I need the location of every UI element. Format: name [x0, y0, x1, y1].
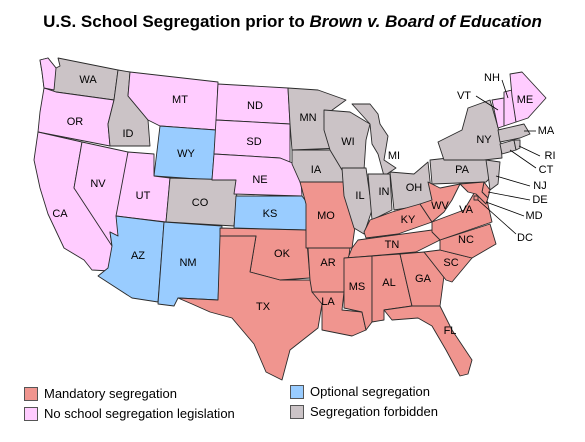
state-label-ne: NE	[252, 174, 267, 186]
state-label-ma: MA	[538, 125, 555, 137]
title-italic: Brown v. Board of Education	[309, 12, 542, 31]
legend-mandatory: Mandatory segregation	[24, 386, 177, 401]
legend-swatch-mandatory	[24, 386, 38, 401]
state-label-fl: FL	[444, 325, 457, 337]
legend-none: No school segregation legislation	[24, 406, 235, 421]
state-label-wv: WV	[431, 200, 449, 212]
state-label-me: ME	[517, 94, 534, 106]
state-il	[341, 167, 373, 235]
state-label-az: AZ	[131, 250, 145, 262]
state-label-md: MD	[525, 210, 542, 222]
state-mi	[351, 103, 397, 177]
state-label-il: IL	[355, 190, 364, 202]
state-label-nm: NM	[179, 257, 196, 269]
state-ne	[211, 153, 303, 197]
state-label-dc: DC	[517, 232, 533, 244]
state-tx	[177, 235, 323, 381]
state-label-oh: OH	[406, 182, 423, 194]
state-label-id: ID	[123, 128, 134, 140]
state-label-va: VA	[459, 204, 474, 216]
state-label-mi: MI	[388, 150, 400, 162]
leader-ct	[509, 149, 537, 169]
state-label-ny: NY	[476, 134, 492, 146]
leader-nh	[501, 79, 509, 99]
state-label-ks: KS	[263, 208, 278, 220]
state-label-tx: TX	[256, 301, 271, 313]
state-label-wi: WI	[341, 136, 354, 148]
state-label-nh: NH	[484, 72, 500, 84]
state-label-sd: SD	[246, 136, 261, 148]
leader-dc	[477, 199, 517, 235]
state-label-nj: NJ	[533, 180, 546, 192]
legend-forbidden: Segregation forbidden	[290, 404, 438, 419]
state-fl	[383, 305, 473, 377]
state-label-ri: RI	[545, 150, 556, 162]
state-md	[459, 181, 489, 205]
state-sc	[423, 249, 473, 283]
state-nj	[485, 159, 501, 191]
legend-label-forbidden: Segregation forbidden	[310, 404, 438, 419]
state-label-ia: IA	[311, 164, 322, 176]
state-label-sc: SC	[443, 257, 458, 269]
state-me	[509, 71, 547, 123]
legend-label-none: No school segregation legislation	[44, 406, 235, 421]
state-label-ar: AR	[320, 257, 335, 269]
state-label-ct: CT	[539, 164, 554, 176]
leader-vt	[475, 95, 499, 111]
state-label-mt: MT	[172, 94, 188, 106]
state-label-wa: WA	[79, 74, 97, 86]
state-wa-coast	[39, 57, 57, 91]
state-label-wy: WY	[177, 148, 195, 160]
state-label-mo: MO	[317, 210, 335, 222]
state-ma	[497, 123, 531, 143]
legend-swatch-forbidden	[290, 404, 304, 419]
state-ct	[499, 139, 517, 155]
state-label-nd: ND	[247, 100, 263, 112]
state-label-al: AL	[382, 277, 395, 289]
state-label-ky: KY	[401, 214, 416, 226]
leader-de	[487, 191, 531, 201]
state-dc	[473, 195, 479, 201]
leader-ri	[518, 145, 541, 157]
state-label-la: LA	[321, 296, 335, 308]
legend-optional: Optional segregation	[290, 384, 430, 399]
state-label-ut: UT	[136, 190, 151, 202]
state-label-tn: TN	[385, 239, 400, 251]
state-label-de: DE	[532, 194, 547, 206]
legend-swatch-none	[24, 406, 38, 421]
title-prefix: U.S. School Segregation prior to	[43, 12, 310, 31]
legend-label-optional: Optional segregation	[310, 384, 430, 399]
state-label-mn: MN	[299, 112, 316, 124]
state-nc	[439, 223, 497, 259]
state-label-co: CO	[192, 197, 209, 209]
state-label-pa: PA	[455, 164, 470, 176]
state-label-nv: NV	[90, 178, 106, 190]
state-in	[367, 173, 393, 221]
state-label-nc: NC	[458, 234, 474, 246]
state-label-in: IN	[379, 186, 390, 198]
state-ny	[437, 99, 503, 161]
state-va	[431, 189, 493, 241]
state-label-ga: GA	[415, 273, 432, 285]
state-label-ok: OK	[274, 248, 291, 260]
leader-nj	[495, 175, 531, 187]
map-title: U.S. School Segregation prior to Brown v…	[0, 12, 585, 32]
legend-swatch-optional	[290, 384, 304, 399]
state-ri	[513, 139, 521, 151]
state-ga	[399, 251, 445, 307]
legend-label-mandatory: Mandatory segregation	[44, 386, 177, 401]
state-label-ms: MS	[349, 281, 366, 293]
state-label-or: OR	[67, 116, 84, 128]
state-label-ca: CA	[52, 208, 68, 220]
leader-md	[485, 201, 525, 217]
state-label-vt: VT	[457, 90, 471, 102]
